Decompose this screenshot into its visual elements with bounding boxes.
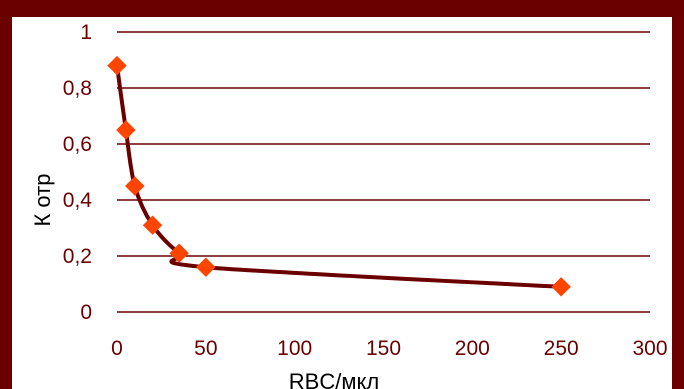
x-tick-label: 100	[277, 337, 312, 360]
data-point-marker	[142, 215, 163, 235]
data-point-marker	[116, 120, 136, 140]
x-tick-label: 250	[544, 337, 579, 360]
data-point-marker	[125, 176, 145, 196]
x-axis-title: RBC/мкл	[289, 369, 379, 389]
chart-frame: 0 0,2 0,4 0,6 0,8 1 0 50 100 150 200 250 300 К отр …	[12, 17, 672, 389]
y-tick-label: 0	[80, 301, 92, 324]
x-tick-labels: 0 50 100 150 200 250 300	[111, 337, 667, 360]
x-tick-label: 300	[632, 337, 667, 360]
line-chart: 00,20,40,60,81 0 50 100 150 200 250 300 К отр …	[30, 21, 668, 389]
data-point-marker	[551, 277, 571, 297]
x-tick-label: 200	[455, 337, 490, 360]
data-point-marker	[107, 55, 127, 76]
series	[107, 55, 571, 297]
gridlines	[117, 31, 650, 257]
x-tick-label: 150	[366, 337, 401, 360]
y-axis-title: К отр	[30, 174, 55, 227]
y-tick-label: 1	[80, 21, 92, 44]
data-point-marker	[169, 243, 189, 263]
data-point-marker	[196, 257, 216, 277]
y-tick-labels: 0 0,2 0,4 0,6 0,8 1	[63, 21, 93, 324]
x-tick-label: 50	[194, 337, 217, 360]
y-tick-label: 0,2	[63, 245, 92, 268]
y-tick-label: 0,4	[63, 189, 93, 212]
x-tick-label: 0	[111, 337, 123, 360]
y-tick-label: 0,8	[63, 77, 92, 100]
y-tick-label: 0,6	[63, 133, 92, 156]
